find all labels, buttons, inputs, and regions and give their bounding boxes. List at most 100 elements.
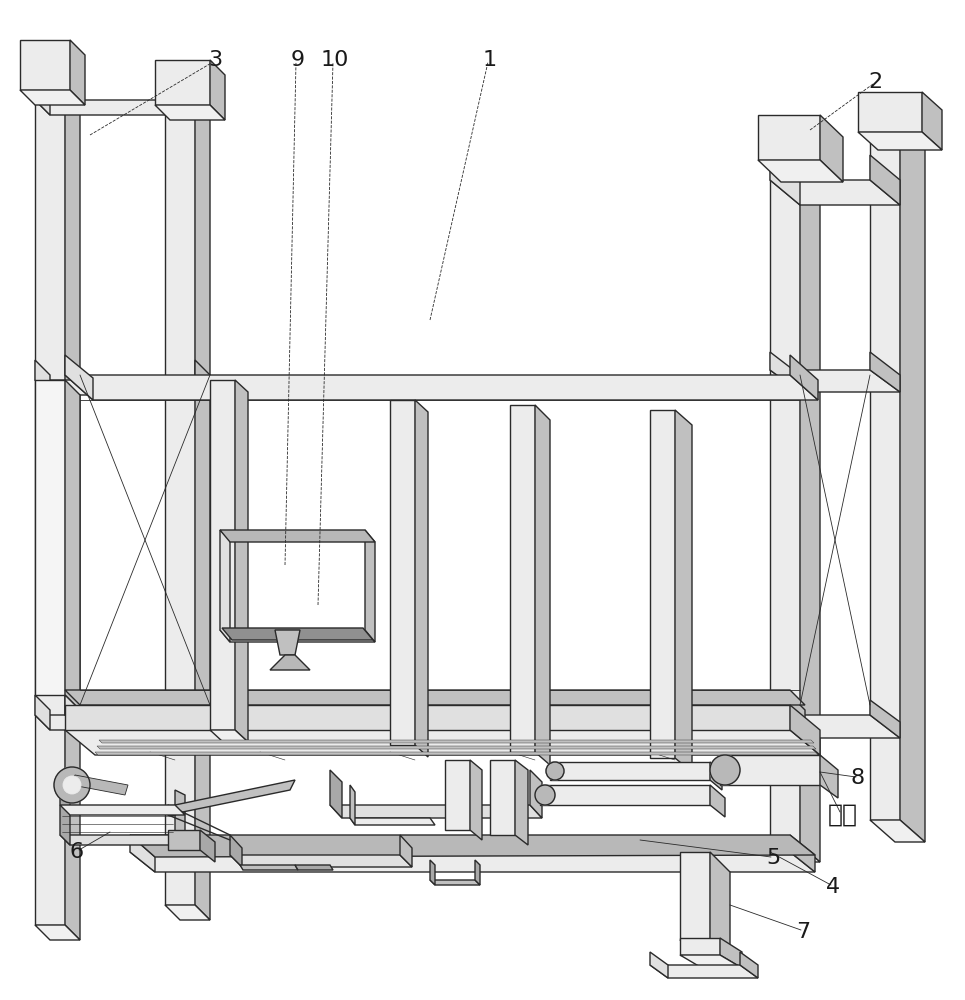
Polygon shape	[65, 695, 80, 730]
Polygon shape	[680, 938, 720, 955]
Polygon shape	[720, 938, 742, 968]
Polygon shape	[530, 770, 542, 818]
Circle shape	[535, 785, 555, 805]
Polygon shape	[390, 400, 415, 745]
Text: 1: 1	[482, 50, 497, 70]
Polygon shape	[65, 705, 790, 730]
Polygon shape	[475, 860, 480, 885]
Text: 8: 8	[851, 768, 865, 788]
Polygon shape	[97, 746, 816, 749]
Polygon shape	[770, 370, 900, 392]
Polygon shape	[870, 352, 900, 392]
Polygon shape	[200, 830, 215, 862]
Polygon shape	[790, 835, 815, 872]
Text: 4: 4	[826, 877, 841, 897]
Polygon shape	[35, 695, 50, 730]
Polygon shape	[680, 852, 710, 940]
Polygon shape	[35, 100, 210, 115]
Polygon shape	[790, 355, 818, 400]
Polygon shape	[168, 805, 175, 815]
Polygon shape	[758, 115, 820, 160]
Polygon shape	[535, 405, 550, 765]
Polygon shape	[65, 375, 818, 400]
Polygon shape	[35, 360, 50, 395]
Polygon shape	[515, 760, 528, 845]
Polygon shape	[210, 60, 225, 120]
Polygon shape	[168, 780, 295, 815]
Polygon shape	[820, 755, 838, 798]
Polygon shape	[65, 380, 80, 710]
Polygon shape	[790, 705, 820, 755]
Polygon shape	[710, 762, 722, 790]
Polygon shape	[540, 785, 710, 805]
Polygon shape	[350, 818, 435, 825]
Polygon shape	[900, 130, 925, 842]
Text: 7: 7	[796, 922, 810, 942]
Polygon shape	[35, 70, 50, 115]
Circle shape	[710, 755, 740, 785]
Polygon shape	[130, 835, 155, 872]
Text: 6: 6	[69, 842, 84, 862]
Polygon shape	[870, 130, 900, 820]
Polygon shape	[220, 630, 375, 642]
Polygon shape	[65, 355, 93, 400]
Polygon shape	[230, 835, 242, 867]
Polygon shape	[35, 70, 65, 925]
Circle shape	[546, 762, 564, 780]
Polygon shape	[235, 380, 248, 742]
Polygon shape	[400, 835, 412, 867]
Polygon shape	[165, 905, 210, 920]
Text: 10: 10	[320, 50, 349, 70]
Polygon shape	[675, 410, 692, 772]
Polygon shape	[168, 830, 200, 850]
Polygon shape	[60, 790, 70, 845]
Polygon shape	[70, 40, 85, 105]
Polygon shape	[270, 655, 310, 670]
Polygon shape	[72, 775, 128, 795]
Polygon shape	[858, 132, 942, 150]
Polygon shape	[330, 805, 542, 818]
Circle shape	[63, 776, 81, 794]
Polygon shape	[650, 952, 668, 978]
Polygon shape	[130, 835, 815, 857]
Polygon shape	[65, 730, 820, 755]
Polygon shape	[550, 762, 710, 780]
Polygon shape	[195, 360, 210, 395]
Text: 甘蔗: 甘蔗	[828, 803, 858, 827]
Polygon shape	[20, 40, 70, 90]
Polygon shape	[770, 845, 820, 862]
Polygon shape	[415, 400, 428, 757]
Polygon shape	[35, 380, 210, 395]
Polygon shape	[230, 855, 412, 867]
Polygon shape	[330, 770, 342, 818]
Polygon shape	[35, 925, 80, 940]
Polygon shape	[650, 965, 758, 978]
Polygon shape	[365, 530, 375, 642]
Polygon shape	[195, 80, 210, 920]
Polygon shape	[680, 955, 742, 968]
Polygon shape	[195, 695, 210, 730]
Polygon shape	[740, 952, 758, 978]
Polygon shape	[870, 155, 900, 205]
Text: 5: 5	[766, 848, 780, 868]
Polygon shape	[790, 695, 805, 730]
Polygon shape	[770, 352, 800, 392]
Polygon shape	[710, 785, 725, 817]
Text: 3: 3	[207, 50, 222, 70]
Polygon shape	[510, 405, 535, 752]
Polygon shape	[275, 630, 300, 655]
Polygon shape	[445, 760, 470, 830]
Polygon shape	[770, 180, 900, 205]
Text: 2: 2	[868, 72, 882, 92]
Polygon shape	[295, 865, 333, 870]
Polygon shape	[770, 160, 800, 845]
Polygon shape	[490, 760, 515, 835]
Polygon shape	[60, 805, 185, 815]
Polygon shape	[130, 852, 815, 872]
Polygon shape	[35, 380, 65, 695]
Polygon shape	[175, 790, 185, 845]
Polygon shape	[858, 92, 922, 132]
Polygon shape	[650, 410, 675, 758]
Polygon shape	[710, 852, 730, 955]
Polygon shape	[65, 70, 80, 940]
